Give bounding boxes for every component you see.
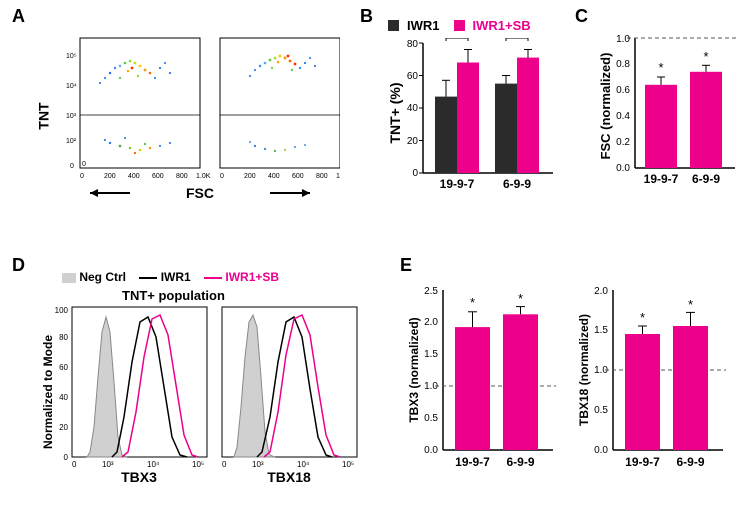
svg-text:19-9-7: 19-9-7 — [644, 172, 679, 186]
svg-text:200: 200 — [244, 173, 256, 180]
svg-text:1.5: 1.5 — [594, 325, 608, 336]
svg-text:0.8: 0.8 — [616, 59, 630, 70]
panel-a: TNT — [60, 28, 340, 203]
svg-text:TNT+ (%): TNT+ (%) — [388, 82, 403, 143]
svg-text:0: 0 — [70, 163, 74, 170]
svg-text:10⁴: 10⁴ — [297, 460, 310, 469]
svg-text:0.0: 0.0 — [616, 163, 630, 174]
panel-b-svg: 0 20 40 60 80 * * 19-9-7 6-9-9 — [388, 38, 563, 213]
svg-text:IWR1+SB: IWR1+SB — [251, 28, 309, 31]
svg-text:*: * — [658, 60, 663, 75]
svg-text:6-9-9: 6-9-9 — [692, 172, 720, 186]
svg-text:6-9-9: 6-9-9 — [506, 455, 534, 469]
svg-text:40: 40 — [59, 393, 68, 402]
svg-text:0: 0 — [64, 453, 69, 462]
svg-text:1.0K: 1.0K — [196, 173, 211, 180]
svg-text:2.0: 2.0 — [424, 317, 438, 328]
svg-text:*: * — [470, 295, 475, 310]
svg-text:40: 40 — [407, 103, 419, 114]
svg-text:FSC (normalized): FSC (normalized) — [600, 53, 613, 160]
svg-text:10⁵: 10⁵ — [342, 460, 354, 469]
svg-text:*: * — [518, 291, 523, 306]
svg-text:1.5: 1.5 — [424, 349, 438, 360]
panel-a-ylabel: TNT — [36, 102, 52, 129]
svg-text:TBX3: TBX3 — [121, 469, 157, 485]
panel-c: 0.0 0.2 0.4 0.6 0.8 1.0 * * 19-9-7 6-9-9… — [600, 28, 740, 208]
svg-text:2.0: 2.0 — [594, 286, 608, 297]
svg-text:10⁴: 10⁴ — [147, 460, 160, 469]
svg-text:*: * — [688, 297, 693, 312]
panel-d: Neg Ctrl IWR1 IWR1+SB TNT+ population No… — [42, 270, 372, 500]
legend-iwr1: IWR1 — [407, 18, 440, 33]
legend-iwr1-d: IWR1 — [161, 270, 191, 284]
svg-text:200: 200 — [104, 173, 116, 180]
panel-a-svg: 0 IWR1 IWR1+SB — [60, 28, 340, 203]
svg-text:FSC: FSC — [186, 185, 214, 201]
svg-text:0.0: 0.0 — [594, 445, 608, 456]
svg-text:1.0K: 1.0K — [336, 173, 340, 180]
svg-text:19-9-7: 19-9-7 — [455, 455, 490, 469]
svg-text:80: 80 — [407, 39, 419, 50]
svg-text:0: 0 — [220, 173, 224, 180]
panel-e-svg: 0.0 0.5 1.0 1.5 2.0 2.5 * * 19-9-7 6-9-9… — [408, 280, 743, 500]
svg-text:TBX18 (normalized): TBX18 (normalized) — [577, 314, 591, 426]
svg-text:6-9-9: 6-9-9 — [503, 177, 531, 191]
svg-text:600: 600 — [292, 173, 304, 180]
svg-text:400: 400 — [268, 173, 280, 180]
svg-text:0: 0 — [72, 460, 77, 469]
svg-text:19-9-7: 19-9-7 — [440, 177, 475, 191]
svg-text:IWR1: IWR1 — [124, 28, 157, 31]
svg-text:10²: 10² — [66, 138, 77, 145]
panel-c-label: C — [575, 6, 588, 27]
svg-text:*: * — [640, 310, 645, 325]
svg-text:1.0: 1.0 — [616, 34, 630, 45]
svg-text:60: 60 — [407, 71, 419, 82]
panel-b: IWR1 IWR1+SB 0 20 40 60 80 * — [388, 18, 563, 208]
svg-text:19-9-7: 19-9-7 — [625, 455, 660, 469]
svg-text:0.4: 0.4 — [616, 111, 630, 122]
svg-text:0.0: 0.0 — [424, 445, 438, 456]
svg-text:80: 80 — [59, 333, 68, 342]
svg-text:*: * — [703, 49, 708, 64]
panel-e-label: E — [400, 255, 412, 276]
svg-text:0: 0 — [222, 460, 227, 469]
svg-text:0.2: 0.2 — [616, 137, 630, 148]
svg-text:2.5: 2.5 — [424, 286, 438, 297]
legend-neg: Neg Ctrl — [79, 270, 126, 284]
svg-text:10⁵: 10⁵ — [192, 460, 204, 469]
svg-text:10⁴: 10⁴ — [66, 83, 77, 90]
panel-d-svg: Normalized to Mode 0 20 40 60 80 100 0 10³ 10… — [42, 302, 372, 502]
svg-text:0.5: 0.5 — [594, 405, 608, 416]
svg-text:10³: 10³ — [102, 460, 114, 469]
svg-text:100: 100 — [55, 306, 69, 315]
svg-text:800: 800 — [316, 173, 328, 180]
svg-text:60: 60 — [59, 363, 68, 372]
panel-e: 0.0 0.5 1.0 1.5 2.0 2.5 * * 19-9-7 6-9-9… — [408, 280, 743, 500]
svg-text:20: 20 — [407, 136, 419, 147]
panel-c-svg: 0.0 0.2 0.4 0.6 0.8 1.0 * * 19-9-7 6-9-9… — [600, 28, 740, 208]
svg-text:10³: 10³ — [66, 113, 77, 120]
svg-text:0: 0 — [412, 168, 418, 179]
svg-text:Normalized to Mode: Normalized to Mode — [42, 335, 55, 449]
legend-iwr1sb-d: IWR1+SB — [225, 270, 279, 284]
svg-text:10³: 10³ — [252, 460, 264, 469]
svg-text:0: 0 — [82, 161, 86, 168]
svg-text:800: 800 — [176, 173, 188, 180]
legend-iwr1sb: IWR1+SB — [473, 18, 531, 33]
svg-text:10⁵: 10⁵ — [66, 53, 77, 60]
svg-text:6-9-9: 6-9-9 — [676, 455, 704, 469]
svg-text:400: 400 — [128, 173, 140, 180]
panel-a-label: A — [12, 6, 25, 27]
tnt-pop-label: TNT+ population — [122, 288, 225, 303]
svg-text:600: 600 — [152, 173, 164, 180]
svg-text:20: 20 — [59, 423, 68, 432]
svg-text:0: 0 — [80, 173, 84, 180]
svg-text:0.6: 0.6 — [616, 85, 630, 96]
panel-d-label: D — [12, 255, 25, 276]
panel-b-label: B — [360, 6, 373, 27]
svg-text:TBX3 (normalized): TBX3 (normalized) — [408, 317, 421, 422]
svg-text:TBX18: TBX18 — [267, 469, 311, 485]
svg-text:0.5: 0.5 — [424, 413, 438, 424]
